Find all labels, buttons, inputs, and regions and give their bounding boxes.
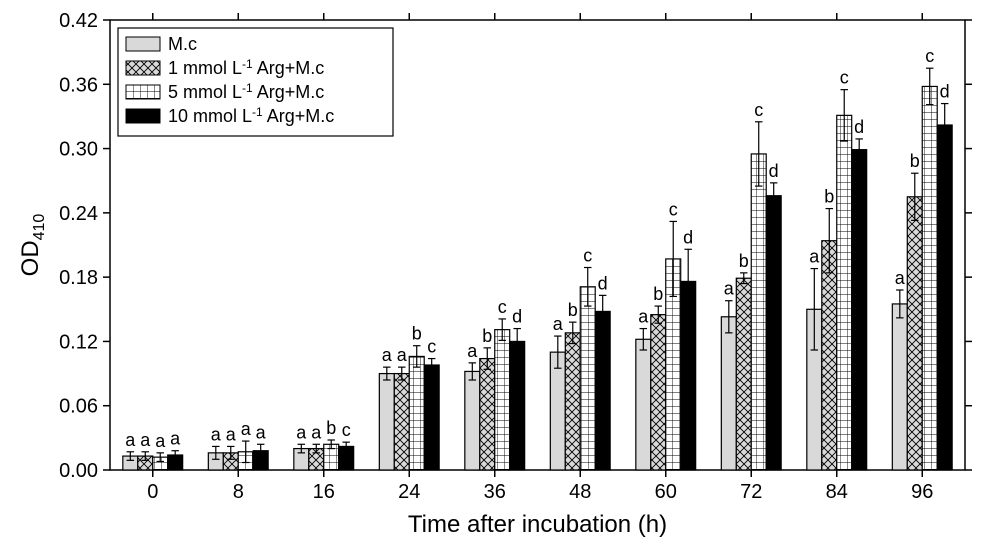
significance-label: a	[170, 429, 181, 449]
significance-label: a	[241, 419, 252, 439]
significance-label: d	[940, 82, 950, 102]
bar	[565, 333, 580, 470]
significance-label: b	[824, 187, 834, 207]
x-tick-label: 48	[569, 481, 591, 503]
significance-label: d	[769, 161, 779, 181]
significance-label: a	[226, 424, 237, 444]
significance-label: d	[512, 307, 522, 327]
bar	[766, 196, 781, 470]
y-tick-label: 0.12	[59, 331, 98, 353]
significance-label: b	[653, 284, 663, 304]
significance-label: a	[211, 424, 222, 444]
significance-label: a	[256, 422, 267, 442]
legend-swatch	[126, 85, 160, 99]
significance-label: c	[754, 100, 763, 120]
bar	[907, 197, 922, 470]
bar	[892, 304, 907, 470]
significance-label: b	[412, 324, 422, 344]
bar	[409, 356, 424, 470]
legend-swatch	[126, 109, 160, 123]
bar	[580, 287, 595, 470]
significance-label: a	[809, 247, 820, 267]
bar	[550, 352, 565, 470]
significance-label: a	[467, 341, 478, 361]
significance-label: a	[125, 430, 136, 450]
x-tick-label: 0	[147, 481, 158, 503]
significance-label: a	[895, 268, 906, 288]
od410-bar-chart: 0.00 0.06 0.12 0.18 0.24 0.30 0.36 0.42 OD410 0 8 1…	[0, 0, 1000, 554]
bar	[852, 150, 867, 470]
x-tick-label: 84	[826, 481, 848, 503]
x-tick-label: 8	[233, 481, 244, 503]
significance-label: b	[910, 151, 920, 171]
x-tick-label: 96	[911, 481, 933, 503]
y-tick-label: 0.06	[59, 396, 98, 418]
significance-label: a	[296, 422, 307, 442]
significance-label: a	[553, 314, 564, 334]
y-tick-label: 0.18	[59, 267, 98, 289]
legend-swatch	[126, 61, 160, 75]
chart-svg: 0.00 0.06 0.12 0.18 0.24 0.30 0.36 0.42 OD410 0 8 1…	[0, 0, 1000, 554]
y-tick-label: 0.42	[59, 10, 98, 32]
bar	[937, 125, 952, 470]
significance-label: d	[854, 117, 864, 137]
bar	[721, 317, 736, 470]
bar	[480, 359, 495, 470]
bar	[822, 241, 837, 470]
significance-label: a	[155, 431, 166, 451]
significance-label: c	[498, 297, 507, 317]
bar	[922, 86, 937, 470]
y-tick-label: 0.24	[59, 203, 98, 225]
bar	[837, 115, 852, 470]
y-tick-label: 0.30	[59, 139, 98, 161]
bar	[424, 365, 439, 470]
y-tick-label: 0.00	[59, 460, 98, 482]
bar	[751, 154, 766, 470]
legend-swatch	[126, 37, 160, 51]
significance-label: b	[326, 418, 336, 438]
bar	[379, 374, 394, 470]
significance-label: d	[683, 227, 693, 247]
significance-label: a	[724, 279, 735, 299]
bar	[465, 371, 480, 470]
significance-label: a	[397, 345, 408, 365]
x-tick-label: 24	[398, 481, 420, 503]
significance-label: c	[427, 337, 436, 357]
significance-label: a	[311, 422, 322, 442]
bar	[595, 311, 610, 470]
significance-label: b	[482, 326, 492, 346]
x-axis-title: Time after incubation (h)	[408, 511, 667, 538]
y-tick-label: 0.36	[59, 74, 98, 96]
significance-label: c	[669, 199, 678, 219]
bar	[736, 278, 751, 470]
bar	[651, 315, 666, 470]
significance-label: d	[598, 273, 608, 293]
bar	[510, 341, 525, 470]
significance-label: a	[638, 307, 649, 327]
x-tick-label: 16	[313, 481, 335, 503]
significance-label: b	[739, 251, 749, 271]
bar	[495, 330, 510, 470]
bar	[394, 374, 409, 470]
significance-label: c	[583, 246, 592, 266]
significance-label: b	[568, 300, 578, 320]
x-tick-label: 60	[655, 481, 677, 503]
significance-label: a	[140, 430, 151, 450]
x-tick-label: 72	[740, 481, 762, 503]
significance-label: a	[382, 345, 393, 365]
significance-label: c	[925, 46, 934, 66]
significance-label: c	[342, 420, 351, 440]
legend-label: 10 mmol L-1 Arg+M.c	[168, 105, 334, 126]
y-axis-title: OD410	[17, 214, 48, 277]
bar	[636, 339, 651, 470]
legend-label: M.c	[168, 34, 197, 54]
x-tick-label: 36	[484, 481, 506, 503]
significance-label: c	[840, 68, 849, 88]
